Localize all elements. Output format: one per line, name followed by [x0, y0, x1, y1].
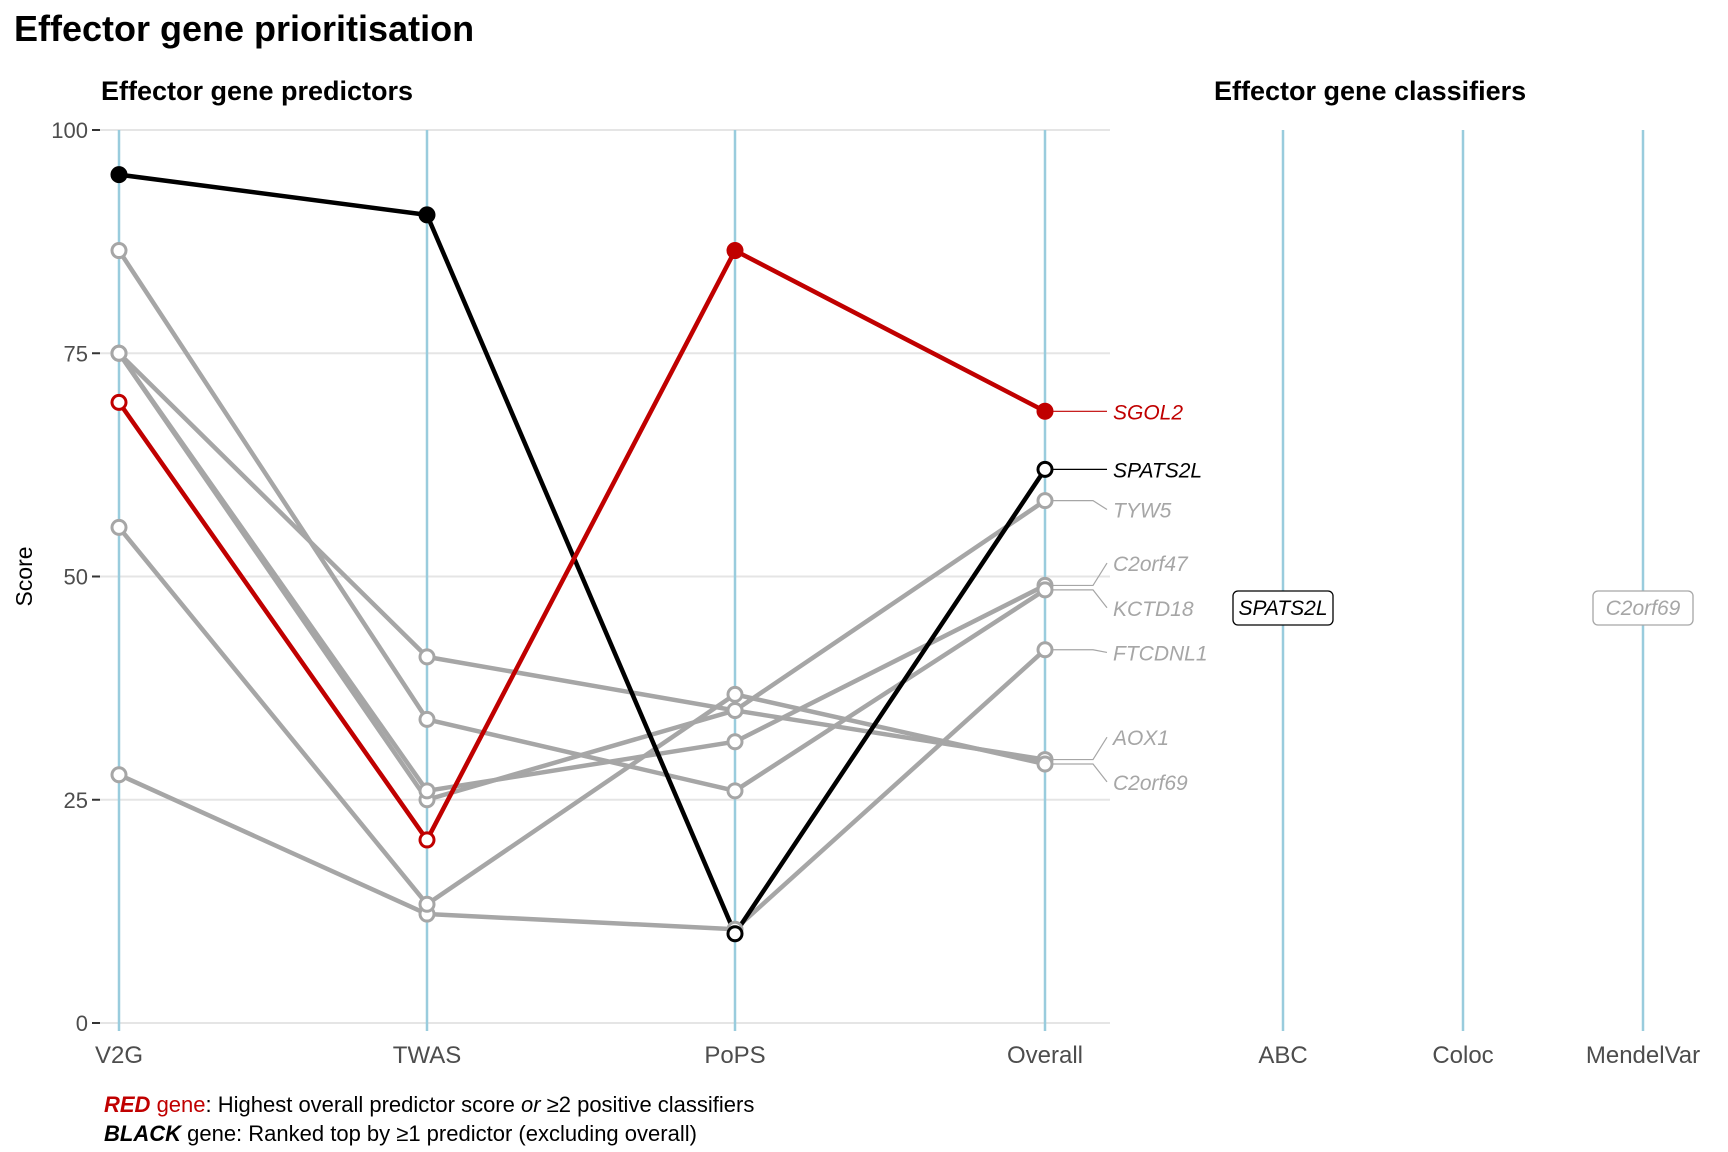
data-point-SPATS2L — [726, 925, 744, 943]
data-point-SPATS2L — [110, 166, 128, 184]
data-point-C2orf47 — [418, 782, 436, 800]
data-point-KCTD18 — [1036, 581, 1054, 599]
series-line-FTCDNL1 — [118, 648, 1047, 932]
label-leader-line — [1053, 736, 1108, 761]
data-point-SPATS2L — [1036, 460, 1054, 478]
y-axis-title: Score — [11, 546, 37, 606]
classifier-box — [1592, 590, 1694, 626]
caption-black-line: BLACK gene: Ranked top by ≥1 predictor (… — [104, 1121, 697, 1147]
series-line-SPATS2L — [118, 172, 1047, 936]
x-tick-label: V2G — [95, 1042, 143, 1069]
label-leader-line — [1053, 589, 1108, 609]
gene-label: TYW5 — [1113, 500, 1172, 523]
y-tick-label: 75 — [64, 341, 88, 366]
label-leader-line — [1053, 763, 1108, 783]
data-point-C2orf69 — [418, 895, 436, 913]
gene-label: SGOL2 — [1113, 401, 1183, 424]
gene-label: C2orf69 — [1113, 772, 1188, 795]
classifier-tick-label: ABC — [1258, 1042, 1307, 1069]
x-tick-label: TWAS — [393, 1042, 461, 1069]
caption-red-gene: gene — [150, 1092, 206, 1117]
caption-red-or: or — [520, 1092, 541, 1117]
data-point-FTCDNL1 — [1036, 641, 1054, 659]
data-point-KCTD18 — [726, 782, 744, 800]
data-point-AOX1 — [110, 344, 128, 362]
data-point-AOX1 — [418, 648, 436, 666]
classifier-tick-label: Coloc — [1432, 1042, 1493, 1069]
gene-label: FTCDNL1 — [1113, 642, 1208, 665]
data-point-C2orf69 — [1036, 755, 1054, 773]
series-line-AOX1 — [117, 351, 1046, 762]
label-leader-line — [1053, 562, 1108, 587]
data-point-C2orf69 — [726, 685, 744, 703]
gene-label: AOX1 — [1111, 727, 1169, 750]
data-point-TYW5 — [1036, 492, 1054, 510]
data-point-SGOL2 — [418, 831, 436, 849]
label-leader-line — [1053, 499, 1108, 511]
series-line-SGOL2 — [117, 248, 1047, 843]
caption-black-word: BLACK — [104, 1121, 181, 1146]
gene-label: C2orf47 — [1113, 553, 1189, 576]
y-tick-label: 100 — [51, 118, 88, 143]
classifier-gene-label: C2orf69 — [1606, 597, 1681, 620]
caption-red-text-1: : Highest overall predictor score — [205, 1092, 521, 1117]
y-tick-label: 25 — [64, 788, 88, 813]
data-point-SGOL2 — [726, 242, 744, 260]
gene-label: SPATS2L — [1113, 459, 1202, 482]
predictors-panel-title: Effector gene predictors — [101, 76, 414, 106]
caption-red-text-2: ≥2 positive classifiers — [540, 1092, 755, 1117]
gene-label: KCTD18 — [1113, 598, 1194, 621]
classifier-gene-label: SPATS2L — [1238, 597, 1327, 620]
caption-red-line: RED gene: Highest overall predictor scor… — [104, 1092, 754, 1118]
classifier-box — [1232, 590, 1334, 626]
series-line-C2orf69 — [117, 525, 1046, 907]
classifiers-panel-title: Effector gene classifiers — [1214, 76, 1527, 106]
data-point-KCTD18 — [418, 710, 436, 728]
series-line-KCTD18 — [117, 249, 1047, 794]
data-point-SGOL2 — [1036, 402, 1054, 420]
data-point-KCTD18 — [110, 242, 128, 260]
caption-black-text: gene: Ranked top by ≥1 predictor (exclud… — [181, 1121, 697, 1146]
y-tick-label: 0 — [76, 1011, 88, 1036]
page-title: Effector gene prioritisation — [14, 8, 475, 49]
data-point-C2orf47 — [726, 733, 744, 751]
label-leader-line — [1053, 649, 1108, 653]
x-tick-label: Overall — [1007, 1042, 1083, 1069]
y-tick-label: 50 — [64, 565, 88, 590]
x-tick-label: PoPS — [704, 1042, 765, 1069]
data-point-AOX1 — [726, 701, 744, 719]
data-point-SGOL2 — [110, 393, 128, 411]
data-point-C2orf69 — [110, 518, 128, 536]
data-point-SPATS2L — [418, 206, 436, 224]
data-point-FTCDNL1 — [110, 766, 128, 784]
caption-red-word: RED — [104, 1092, 151, 1117]
classifier-tick-label: MendelVar — [1586, 1042, 1700, 1069]
series-line-C2orf47 — [117, 351, 1047, 794]
